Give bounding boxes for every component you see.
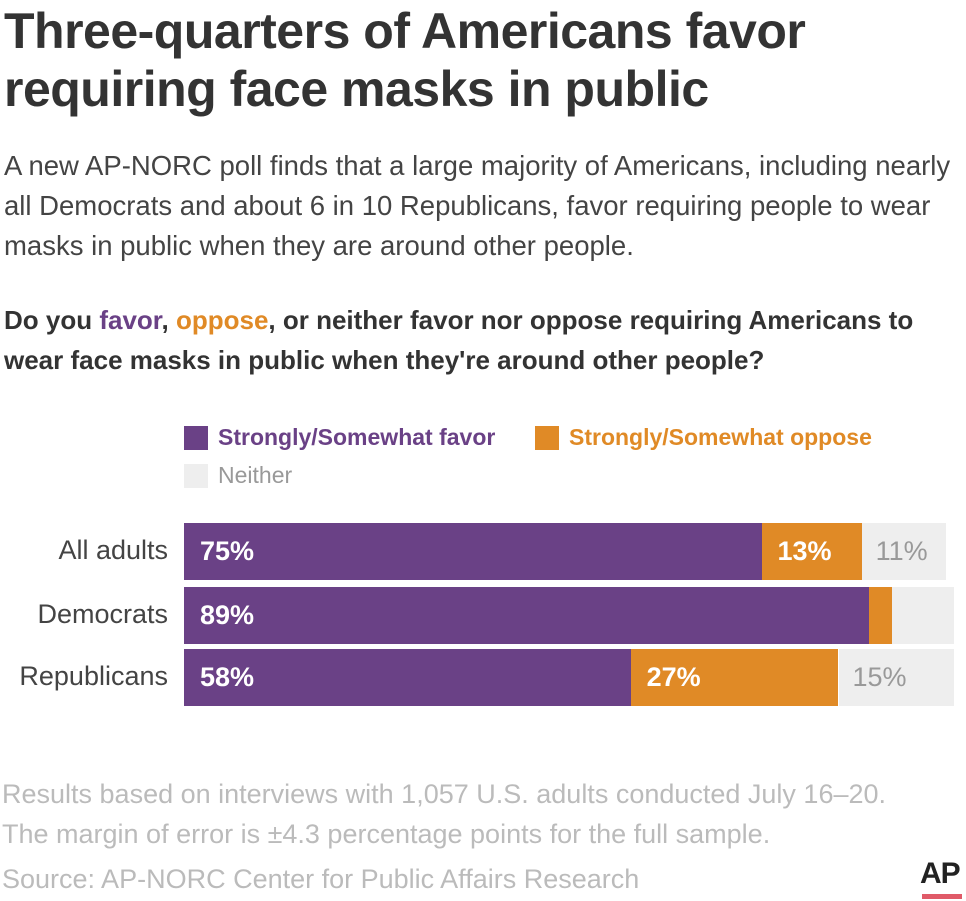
category-label: Republicans bbox=[19, 661, 168, 691]
legend-item-favor: Strongly/Somewhat favor bbox=[184, 424, 495, 451]
bar-segment-oppose: 13% bbox=[761, 523, 862, 580]
footnote-margin: The margin of error is ±4.3 percentage p… bbox=[2, 819, 771, 849]
legend-item-oppose: Strongly/Somewhat oppose bbox=[535, 424, 872, 451]
survey-question: Do you favor, oppose, or neither favor n… bbox=[4, 300, 964, 380]
legend-swatch-oppose bbox=[535, 425, 559, 450]
data-label: 89% bbox=[200, 600, 255, 630]
data-label: 11% bbox=[875, 536, 928, 566]
ap-logo: AP bbox=[920, 857, 961, 890]
footnote-sample: Results based on interviews with 1,057 U… bbox=[2, 779, 887, 809]
category-label: All adults bbox=[58, 535, 168, 565]
data-label: 75% bbox=[200, 536, 255, 566]
bar-segment-neither bbox=[892, 587, 954, 644]
source: Source: AP-NORC Center for Public Affair… bbox=[2, 864, 640, 894]
data-label: 15% bbox=[852, 662, 907, 692]
bar-segment-favor: 89% bbox=[184, 587, 870, 644]
data-label: 58% bbox=[200, 662, 255, 692]
chart-subtitle: A new AP-NORC poll finds that a large ma… bbox=[4, 150, 951, 261]
bar-segment-favor: 58% bbox=[184, 649, 631, 706]
ap-logo-underline bbox=[922, 894, 962, 899]
legend-swatch-neither bbox=[184, 463, 208, 488]
legend-label-neither: Neither bbox=[218, 462, 293, 488]
legend-swatch-favor bbox=[184, 425, 208, 450]
bar-segment-neither: 11% bbox=[861, 523, 947, 580]
question-post: , or neither favor nor oppose requiring … bbox=[4, 305, 914, 375]
legend-item-neither: Neither bbox=[184, 462, 292, 489]
question-favor: favor bbox=[99, 305, 162, 335]
legend-label-oppose: Strongly/Somewhat oppose bbox=[569, 424, 872, 450]
question-oppose: oppose bbox=[175, 305, 269, 335]
bar-segment-favor: 75% bbox=[184, 523, 762, 580]
data-label: 27% bbox=[646, 662, 701, 692]
bar-segment-oppose: 27% bbox=[630, 649, 839, 706]
chart-title: Three-quarters of Americans favor requir… bbox=[4, 3, 806, 117]
question-pre: Do you bbox=[4, 305, 100, 335]
data-label: 13% bbox=[777, 536, 832, 566]
category-label: Democrats bbox=[37, 599, 168, 629]
legend-label-favor: Strongly/Somewhat favor bbox=[218, 424, 496, 450]
bar-segment-oppose bbox=[869, 587, 893, 644]
question-comma: , bbox=[161, 305, 176, 335]
bar-segment-neither: 15% bbox=[838, 649, 954, 706]
